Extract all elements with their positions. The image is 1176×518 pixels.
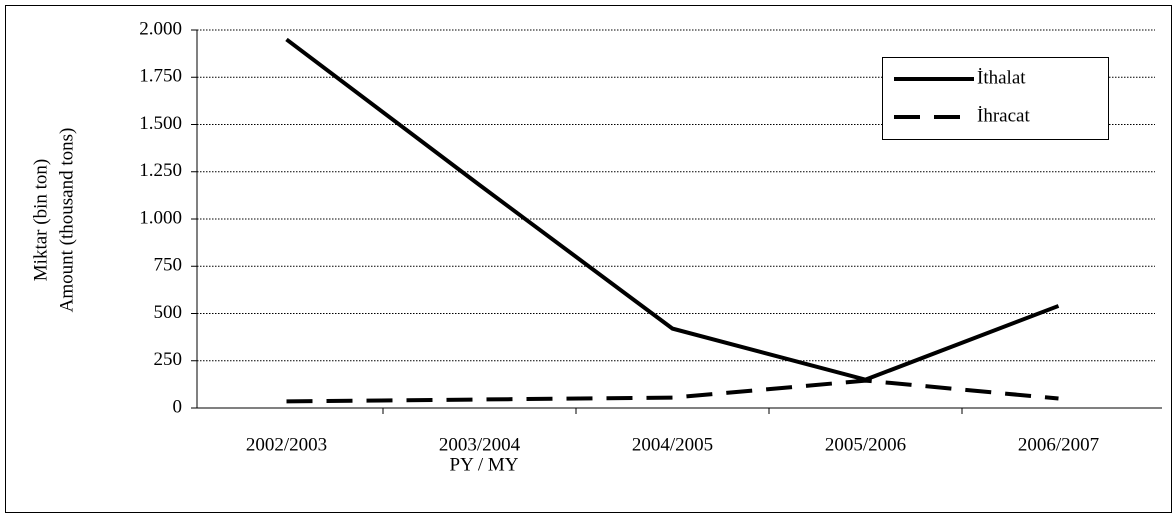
legend-label: İthalat — [977, 67, 1026, 88]
y-tick-label: 1.500 — [139, 113, 182, 134]
y-axis-title: Miktar (bin ton) — [30, 159, 51, 281]
x-tick-label: 2006/2007 — [1018, 434, 1099, 455]
y-tick-label: 250 — [154, 349, 183, 370]
x-tick-label: 2005/2006 — [825, 434, 906, 455]
line-series — [286, 378, 1059, 404]
x-tick-label: 2003/2004 — [439, 434, 521, 455]
y-tick-label: 750 — [154, 255, 183, 276]
y-tick-label: 1.250 — [139, 160, 182, 181]
y-tick-label: 1.750 — [139, 66, 182, 87]
x-tick-label: 2004/2005 — [632, 434, 713, 455]
x-tick-label: 2002/2003 — [246, 434, 327, 455]
line-series — [285, 37, 1060, 382]
y-tick-label: 500 — [154, 302, 183, 323]
y-tick-label: 0 — [173, 396, 183, 417]
x-axis-title: PY / MY — [450, 454, 519, 475]
y-tick-label: 2.000 — [139, 18, 182, 39]
y-tick-label: 1.000 — [139, 207, 182, 228]
legend-label: İhracat — [977, 105, 1030, 126]
y-axis-title: Amount (thousand tons) — [56, 128, 77, 313]
legend-box — [882, 57, 1109, 140]
